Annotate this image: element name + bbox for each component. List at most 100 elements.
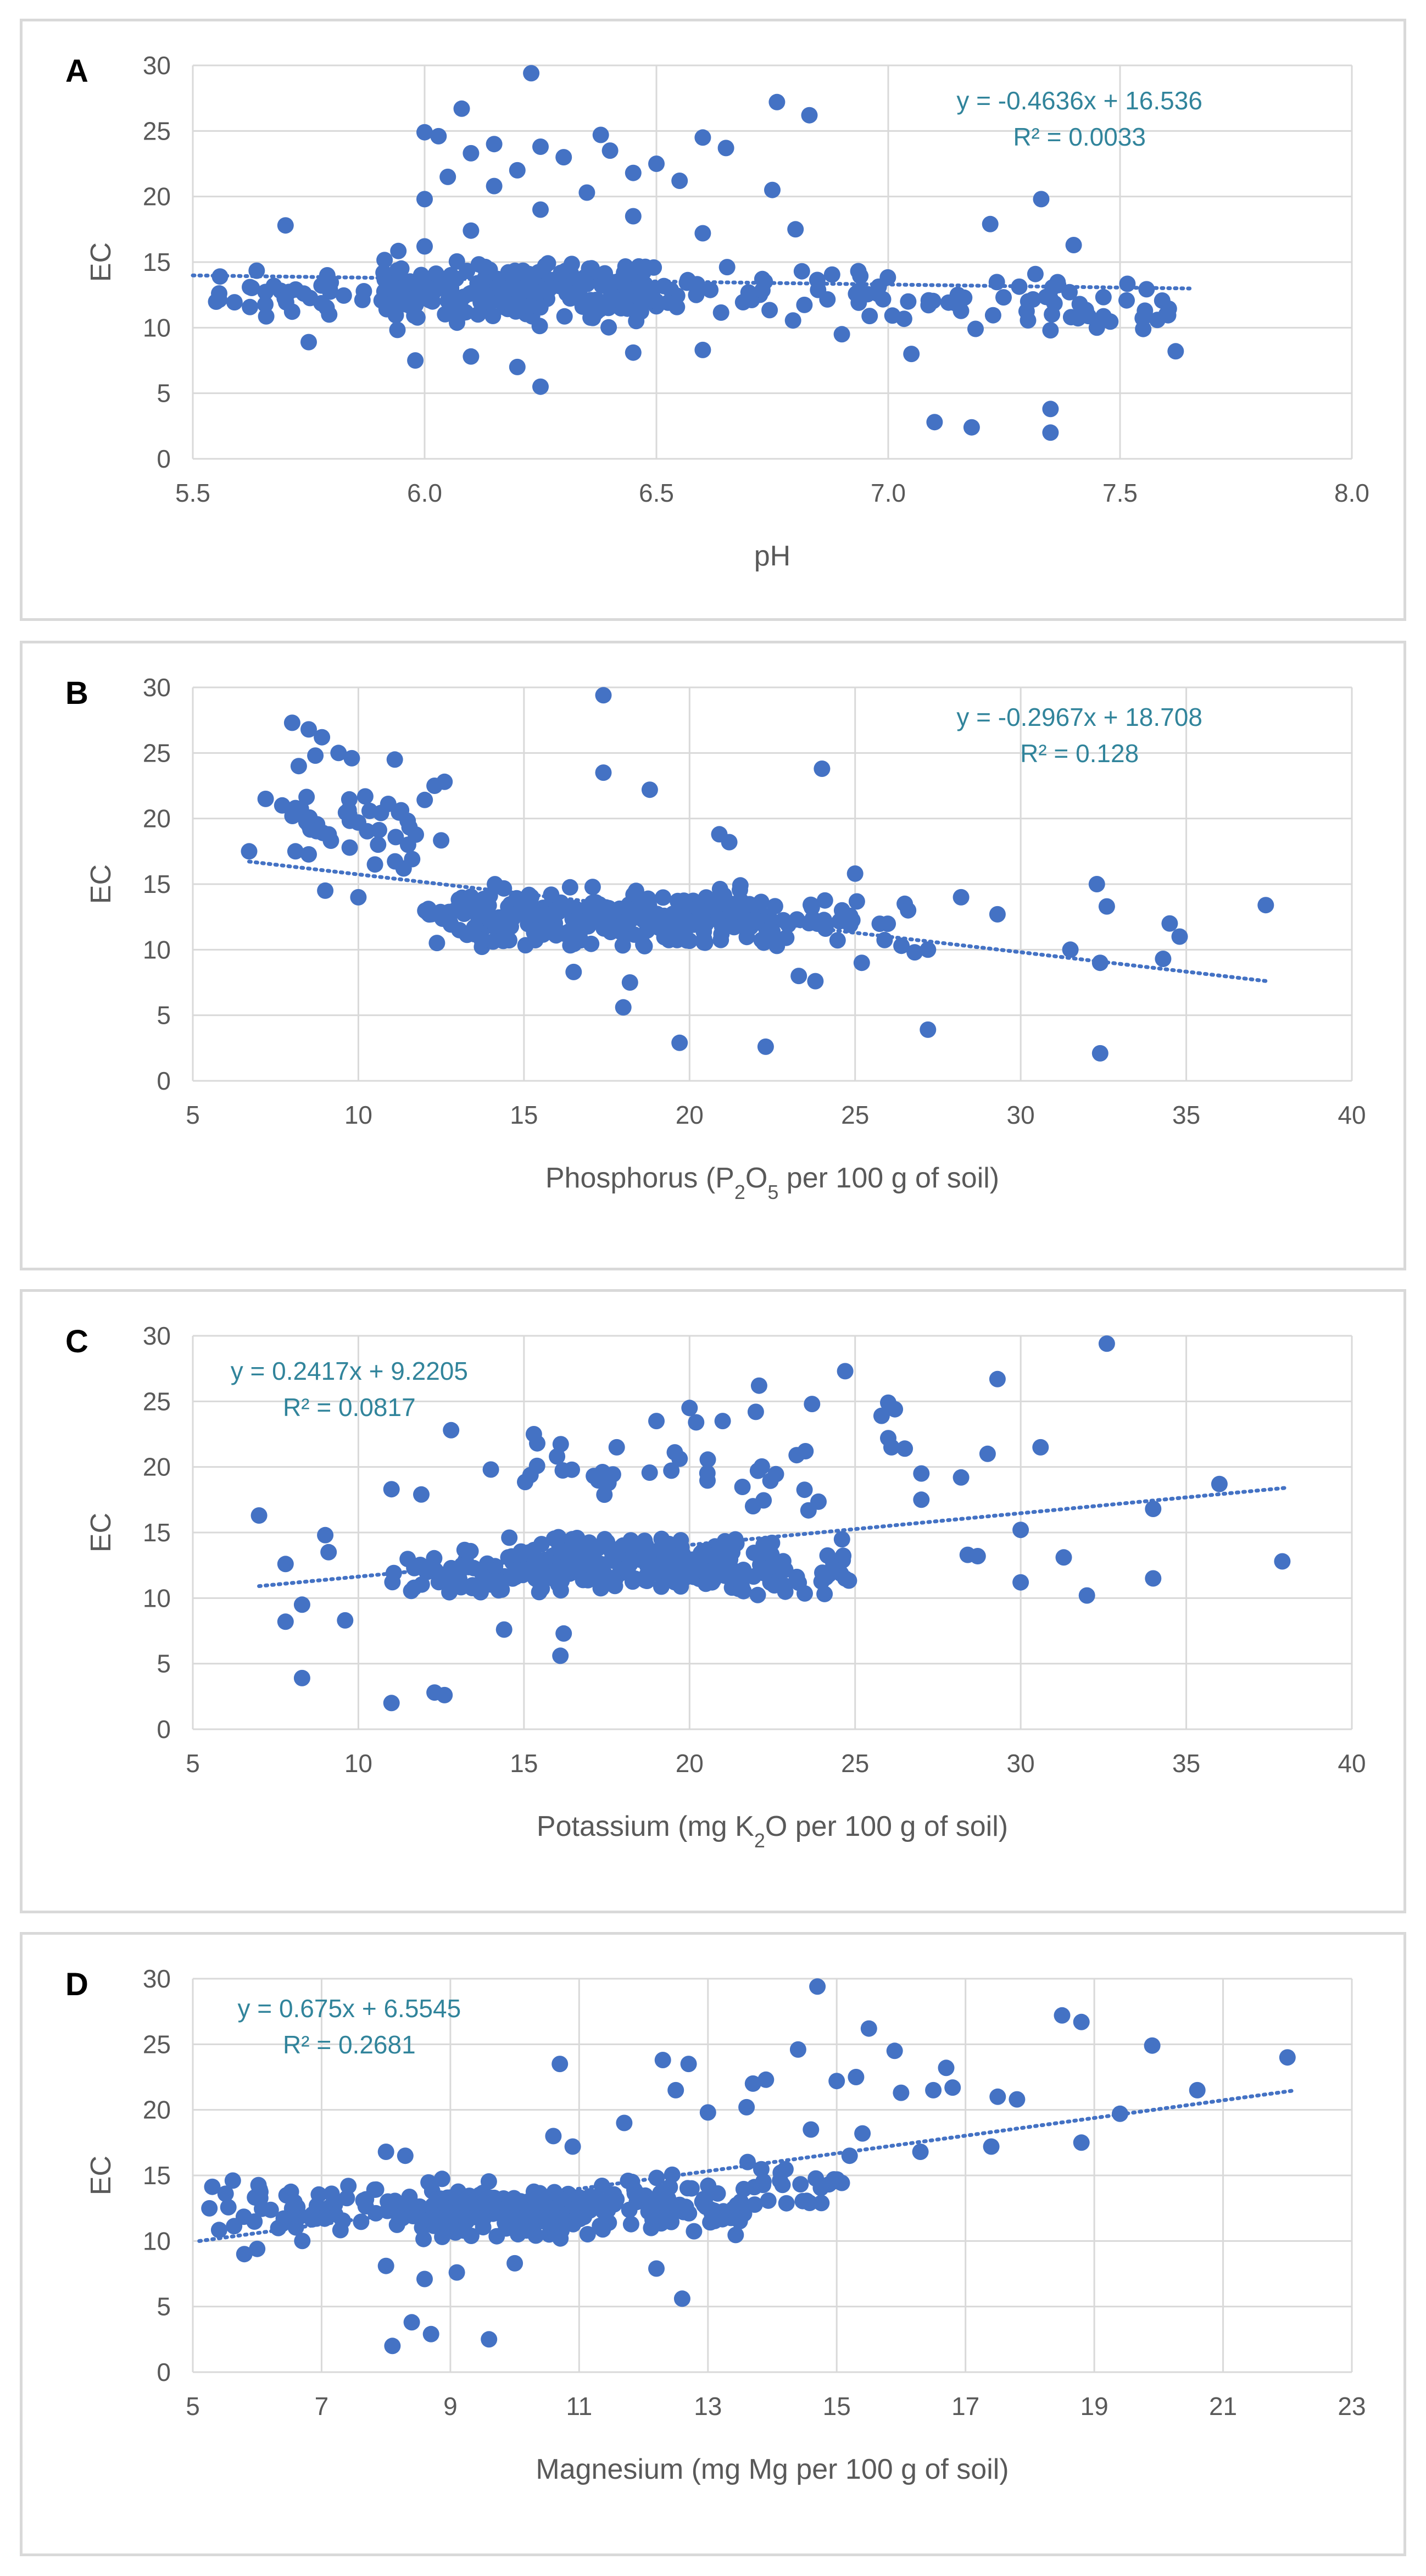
chart-b-data-point <box>595 687 612 704</box>
chart-a-data-point <box>521 298 538 315</box>
chart-c-data-point <box>636 1550 652 1567</box>
chart-b-data-point <box>920 1021 937 1038</box>
chart-d-data-point <box>886 2042 903 2059</box>
chart-d-data-point <box>250 2177 267 2194</box>
chart-a-data-point <box>879 269 896 286</box>
chart-c-y-tick-label: 5 <box>157 1650 171 1678</box>
chart-a-data-point <box>509 162 526 179</box>
chart-c-data-point <box>533 1536 550 1553</box>
chart-a-data-point <box>982 215 999 232</box>
chart-d-data-point <box>481 2331 498 2348</box>
chart-d-data-point <box>422 2325 439 2342</box>
chart-a-data-point <box>484 308 502 324</box>
chart-a-data-point <box>407 290 424 307</box>
chart-b-data-point <box>399 836 416 853</box>
chart-a-data-point <box>463 145 480 162</box>
chart-c-data-point <box>426 1550 443 1567</box>
chart-b-data-point <box>726 919 743 936</box>
chart-a-data-point <box>801 107 818 124</box>
chart-a-data-point <box>1138 281 1155 298</box>
chart-d-data-point <box>755 2173 772 2190</box>
chart-a-data-point <box>850 282 867 299</box>
chart-c-data-point <box>413 1486 430 1503</box>
chart-d-data-point <box>287 2200 304 2217</box>
chart-b-data-point <box>738 929 755 946</box>
chart-a-data-point <box>567 285 584 302</box>
chart-d-data-point <box>798 2192 815 2209</box>
chart-a-y-tick-label: 0 <box>157 445 171 473</box>
chart-c-data-point <box>833 1531 850 1548</box>
chart-d-x-tick-label: 23 <box>1338 2392 1366 2420</box>
chart-a-data-point <box>671 173 688 189</box>
chart-b-data-point <box>491 909 508 926</box>
chart-a-trendline <box>191 273 1192 291</box>
chart-c-data-point <box>526 1553 543 1570</box>
chart-c-data-point <box>1145 1570 1162 1587</box>
chart-c-x-tick-label: 5 <box>186 1749 200 1778</box>
chart-a-data-point <box>553 264 570 281</box>
chart-b-data-point <box>834 907 851 924</box>
chart-d-points <box>201 1978 1296 2355</box>
chart-a-data-point <box>493 292 510 309</box>
chart-d-data-point <box>384 2338 401 2355</box>
chart-b-data-point <box>341 839 358 856</box>
chart-c-data-point <box>277 1556 294 1573</box>
chart-d-data-point <box>605 2186 622 2203</box>
chart-c-data-point <box>744 1498 761 1515</box>
chart-a-data-point <box>1095 288 1112 306</box>
chart-b-data-point <box>790 968 807 985</box>
chart-d-panel-label: D <box>65 1967 88 2002</box>
chart-a-data-point <box>283 303 300 320</box>
chart-c-data-point <box>837 1570 854 1587</box>
chart-d-data-point <box>772 2164 789 2181</box>
chart-c-data-point <box>317 1526 334 1544</box>
chart-c-data-point <box>1274 1553 1291 1570</box>
chart-d-data-point <box>486 2189 503 2206</box>
chart-a-data-point <box>486 177 503 195</box>
chart-d-x-tick-label: 11 <box>566 2392 592 2420</box>
chart-c-data-point <box>753 1458 770 1475</box>
chart-c-data-point <box>513 1543 530 1560</box>
chart-a-data-point <box>1080 308 1097 325</box>
chart-a-data-point <box>761 302 778 319</box>
chart-a-data-point <box>688 286 705 303</box>
chart-b-scatter: 5 10 15 20 25 30 35 40051015202530BECPhosphorus… <box>65 673 1366 1203</box>
chart-c-x-tick-label: 15 <box>510 1749 538 1778</box>
chart-b-data-point <box>370 836 387 853</box>
chart-c-data-point <box>596 1486 613 1503</box>
chart-d-data-point <box>792 2176 809 2193</box>
chart-b-y-tick-label: 20 <box>143 804 171 833</box>
chart-d-data-point <box>249 2240 266 2257</box>
chart-d-data-point <box>545 2128 562 2145</box>
chart-a-data-point <box>903 346 920 363</box>
chart-a-data-point <box>335 287 352 304</box>
chart-c-data-point <box>979 1445 996 1462</box>
chart-c-data-point <box>609 1542 626 1559</box>
chart-a-data-point <box>850 263 867 280</box>
chart-c-data-point <box>1055 1549 1072 1566</box>
chart-d-y-tick-label: 20 <box>143 2096 171 2124</box>
chart-a-data-point <box>277 217 294 234</box>
chart-c-data-point <box>337 1612 354 1629</box>
chart-c-data-point <box>684 1561 701 1578</box>
chart-a-scatter: 5.5 6.0 6.5 7.0 7.5 8.0 0 5 10 15 20 25 30 A EC pH y = -… <box>65 51 1369 572</box>
chart-c-data-point <box>969 1548 986 1564</box>
chart-a-data-point <box>416 124 433 141</box>
chart-a-data-point <box>556 308 573 325</box>
chart-c-data-point <box>552 1647 569 1664</box>
chart-d-data-point <box>809 1978 826 1995</box>
chart-a-x-axis-label: pH <box>754 540 790 572</box>
chart-b-data-point <box>565 963 582 980</box>
chart-c-trendline <box>257 1486 1288 1589</box>
chart-d-x-tick-label: 9 <box>443 2392 458 2420</box>
chart-b-data-point <box>757 1038 774 1055</box>
chart-c-data-point <box>1078 1587 1095 1604</box>
chart-b-data-point <box>466 919 483 936</box>
chart-b-data-point <box>495 880 513 897</box>
chart-b-data-point <box>584 879 601 896</box>
chart-c-data-point <box>883 1439 900 1456</box>
chart-b-data-point <box>621 974 638 991</box>
chart-b-trendline <box>247 859 1271 984</box>
chart-b-x-tick-label: 20 <box>676 1101 704 1129</box>
chart-c-data-point <box>555 1625 572 1642</box>
